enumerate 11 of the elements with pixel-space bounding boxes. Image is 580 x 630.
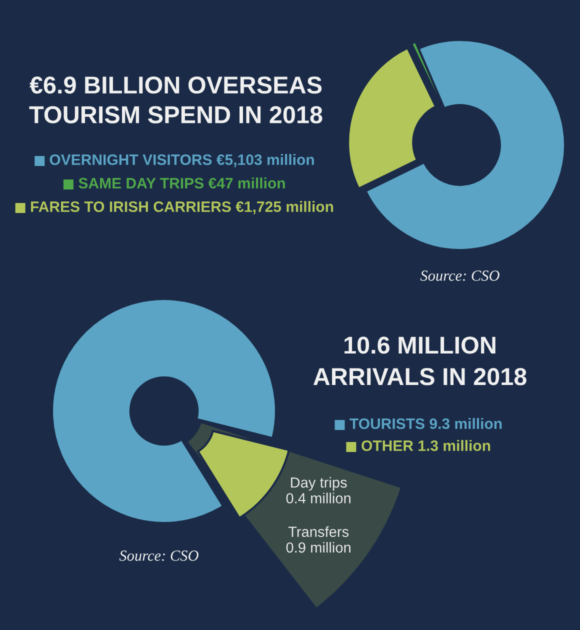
text: 10.6 MILLION ARRIVALS IN 2018 [313, 336, 526, 386]
source-note: Source: CSO [119, 550, 198, 561]
text: Transfers 0.9 million [286, 526, 350, 553]
legend-label: OVERNIGHT VISITORS €5,103 million [50, 154, 314, 168]
text: €6.9 BILLION OVERSEAS TOURISM SPEND IN 2018 [29, 76, 322, 124]
legend-label: FARES TO IRISH CARRIERS €1,725 million [31, 201, 334, 214]
legend-label: SAME DAY TRIPS €47 million [78, 178, 285, 189]
text: Day trips 0.4 million [286, 476, 350, 504]
legend-label: OTHER 1.3 million [362, 440, 490, 452]
source-note: Source: CSO [420, 270, 500, 281]
legend-label: TOURISTS 9.3 million [350, 418, 502, 430]
